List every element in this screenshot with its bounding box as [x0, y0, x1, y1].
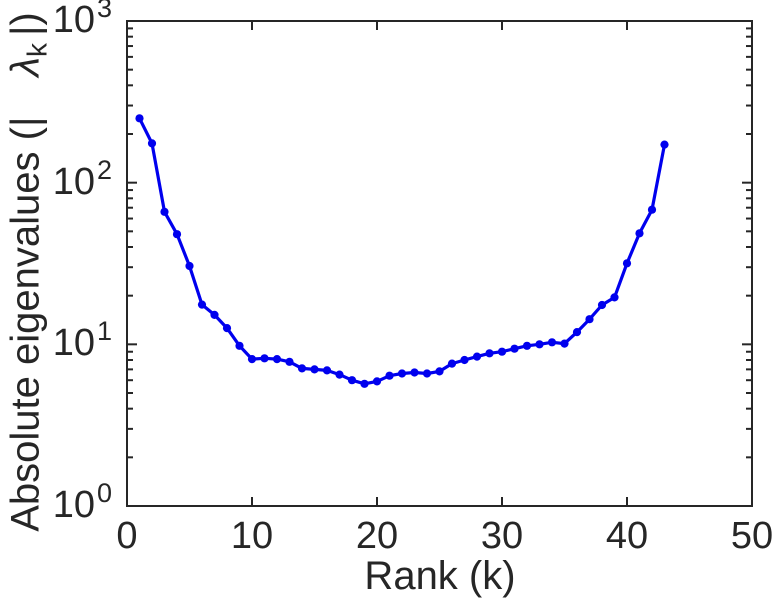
data-point — [647, 205, 657, 214]
y-tick-base: 10 — [52, 160, 95, 203]
x-tick-label: 20 — [355, 515, 399, 557]
y-tick-exponent: 3 — [96, 0, 112, 23]
data-point — [472, 352, 482, 361]
data-point — [497, 347, 507, 356]
data-point — [160, 207, 169, 216]
data-point — [272, 355, 282, 364]
data-point — [372, 377, 382, 386]
data-point — [210, 310, 219, 319]
data-point — [285, 357, 294, 366]
data-point — [635, 229, 644, 238]
x-tick-label: 50 — [730, 515, 772, 557]
data-point — [260, 354, 269, 363]
data-point — [247, 355, 257, 364]
data-point — [135, 114, 144, 123]
data-point — [560, 339, 569, 348]
data-point — [310, 365, 319, 374]
data-point — [397, 369, 407, 378]
x-tick-label: 40 — [605, 515, 649, 557]
data-line — [137, 116, 667, 386]
y-tick-exponent: 0 — [96, 478, 112, 508]
data-point — [235, 341, 244, 350]
x-tick-label: 0 — [116, 515, 138, 557]
y-tick-base: 10 — [52, 322, 95, 365]
data-point — [522, 341, 532, 350]
data-point — [447, 359, 457, 368]
data-point — [185, 261, 194, 271]
data-point — [335, 370, 344, 379]
lambda-symbol: λ — [3, 56, 48, 77]
data-point — [622, 259, 632, 268]
data-point — [147, 139, 157, 148]
data-point — [172, 230, 182, 239]
y-tick-base: 10 — [52, 0, 95, 41]
data-point — [485, 349, 494, 358]
y-tick-label: 102 — [0, 155, 112, 204]
y-tick-label: 101 — [0, 316, 112, 365]
data-point — [347, 376, 357, 385]
data-point — [222, 324, 232, 333]
y-axis-label: Absolute eigenvalues (|λk|) — [3, 12, 53, 532]
data-point — [460, 355, 469, 365]
y-tick-exponent: 2 — [96, 154, 112, 185]
data-point — [660, 140, 669, 149]
data-point — [547, 338, 557, 347]
data-point — [572, 328, 582, 337]
x-tick-label: 30 — [480, 515, 524, 557]
axes-box — [126, 20, 753, 507]
data-point — [535, 340, 544, 349]
data-point — [297, 364, 307, 373]
y-tick-label: 100 — [0, 478, 112, 527]
y-tick-base: 10 — [52, 484, 95, 526]
x-tick-label: 10 — [230, 515, 274, 557]
data-point — [197, 300, 207, 309]
y-tick-exponent: 1 — [96, 316, 112, 347]
data-point — [510, 344, 519, 353]
data-point — [435, 367, 444, 376]
data-point — [410, 368, 419, 377]
data-point — [422, 369, 432, 378]
lambda-subscript: k — [21, 42, 53, 57]
y-tick-label: 103 — [0, 0, 112, 42]
data-point — [597, 300, 607, 310]
data-point — [322, 366, 332, 375]
data-point — [360, 379, 369, 388]
data-point — [610, 293, 619, 302]
data-point — [585, 315, 594, 324]
x-axis-label: Rank (k) — [364, 554, 516, 598]
data-point — [385, 371, 394, 380]
